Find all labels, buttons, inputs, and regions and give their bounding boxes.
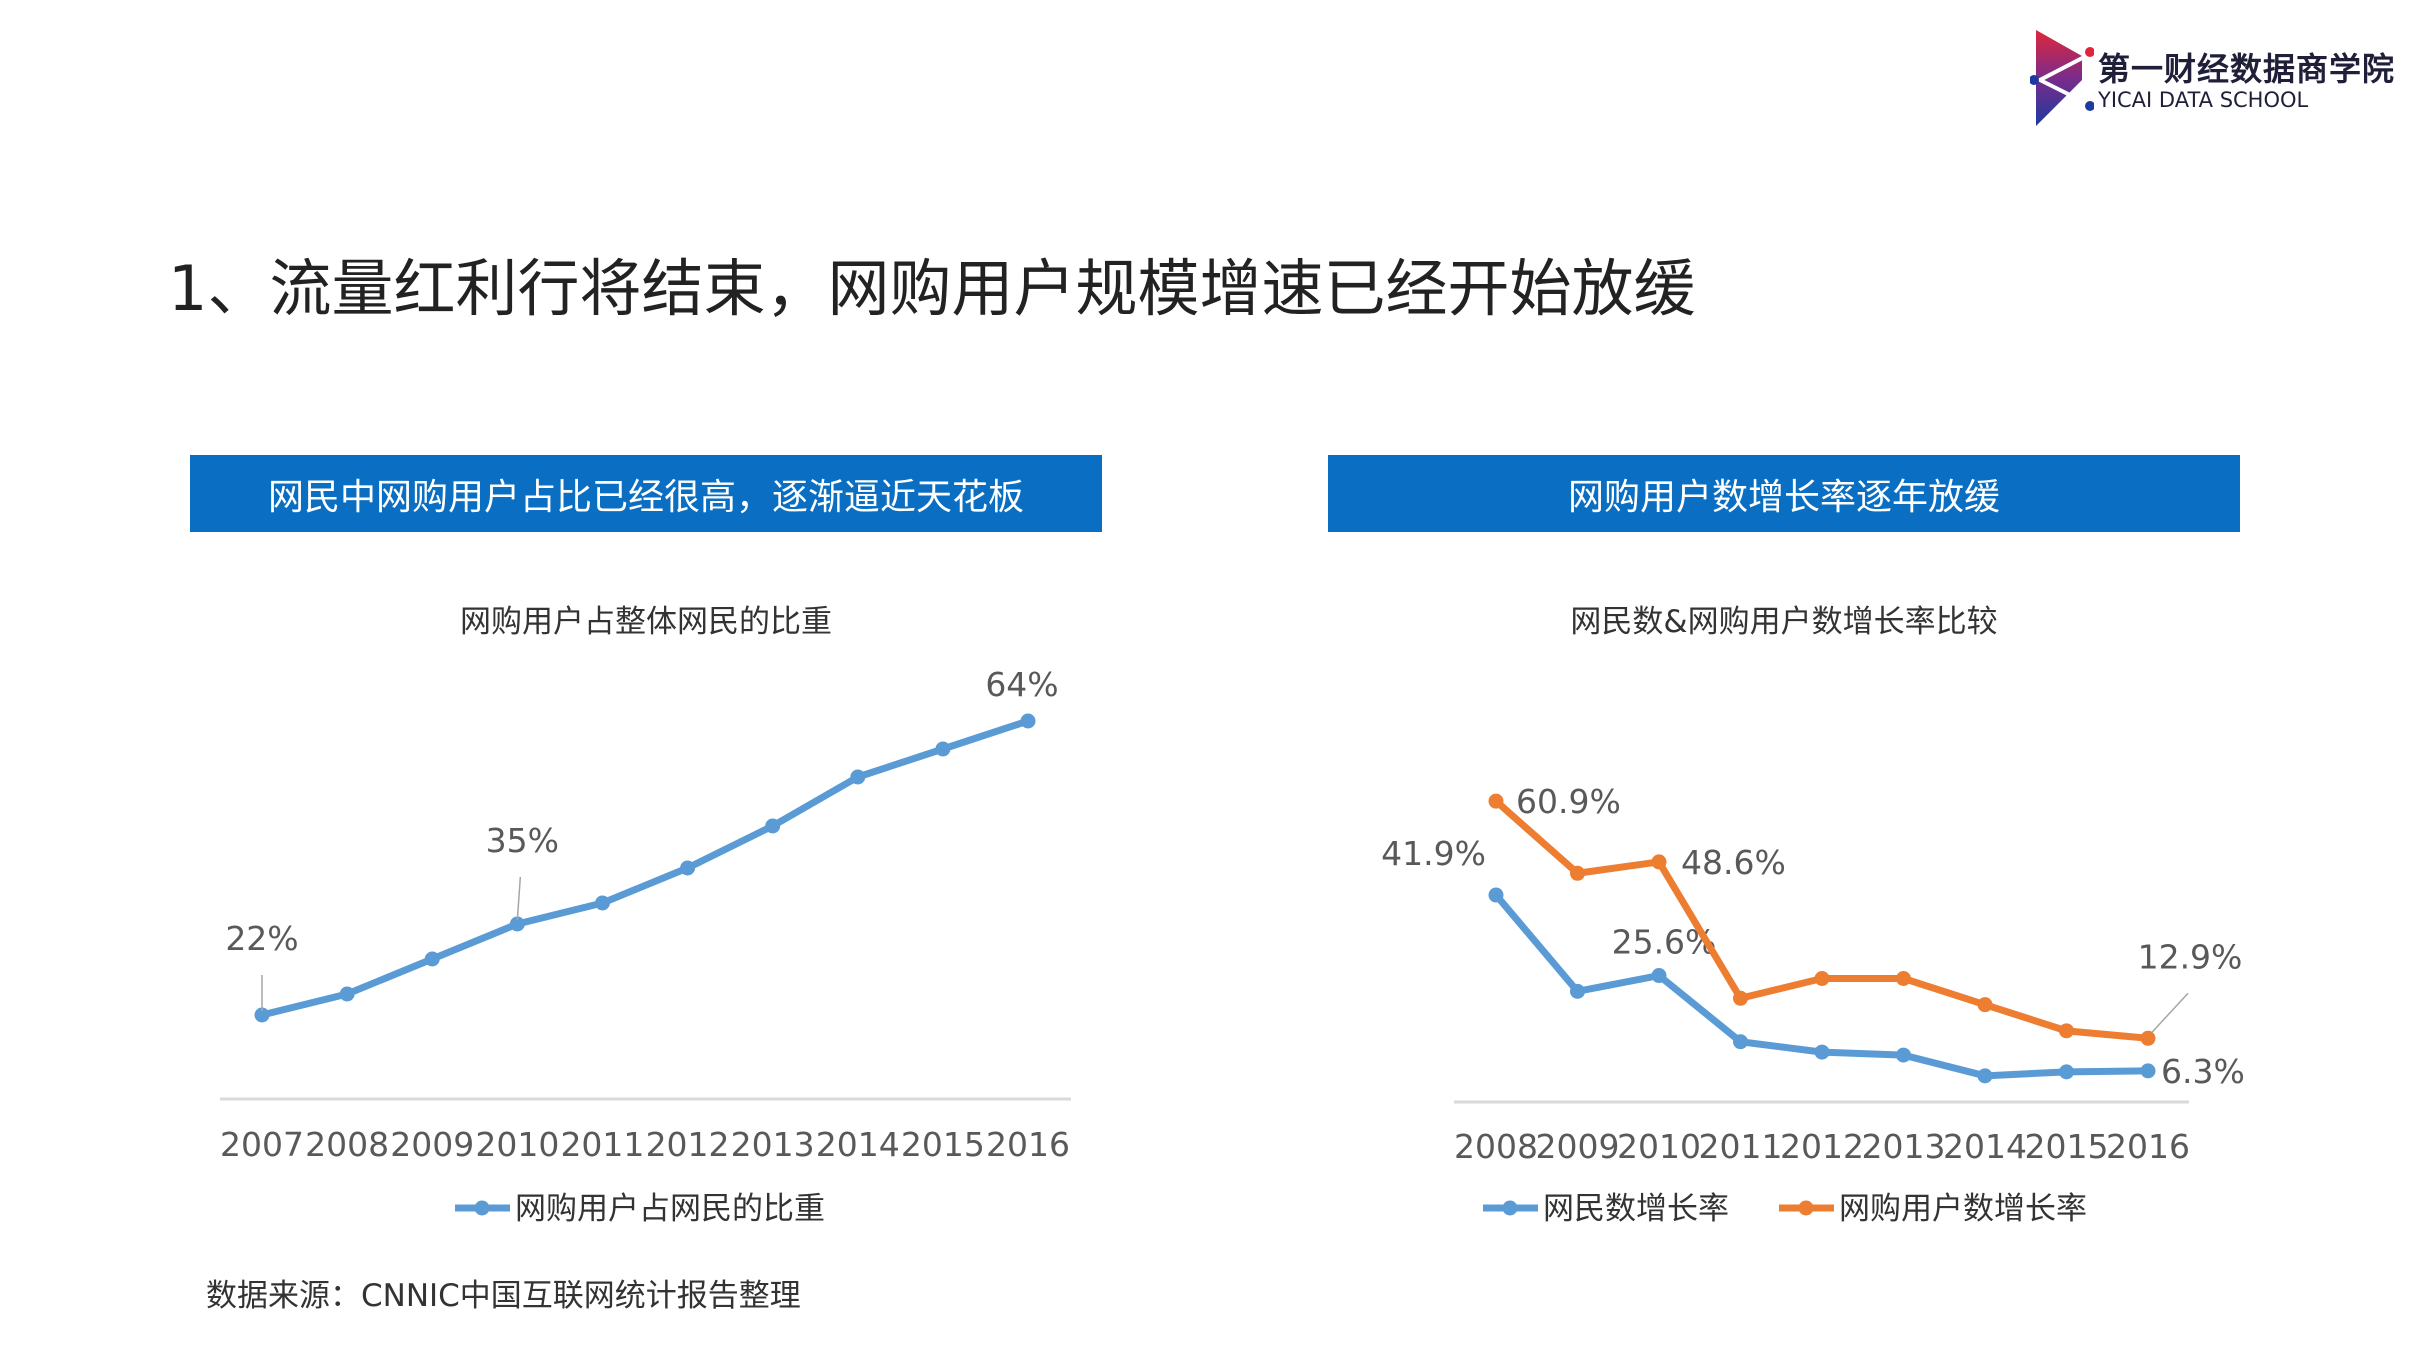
- logo: 第一财经数据商学院 YICAI DATA SCHOOL: [2029, 28, 2400, 128]
- data-point: [1488, 887, 1504, 903]
- legend-marker: [474, 1200, 490, 1216]
- data-point: [594, 895, 610, 911]
- source-note: 数据来源：CNNIC中国互联网统计报告整理: [206, 1278, 801, 1314]
- data-label: 6.3%: [2161, 1052, 2245, 1091]
- x-tick-label: 2012: [1780, 1127, 1864, 1166]
- data-point: [1733, 1034, 1748, 1050]
- data-point: [1733, 990, 1748, 1006]
- data-point: [509, 916, 525, 932]
- data-point: [1977, 1068, 1993, 1084]
- data-label: 48.6%: [1681, 843, 1786, 882]
- data-label: 64%: [985, 665, 1058, 704]
- data-point: [1814, 971, 1830, 986]
- x-tick-label: 2013: [731, 1125, 815, 1164]
- legend-marker: [1798, 1200, 1814, 1216]
- x-tick-label: 2010: [1617, 1127, 1701, 1166]
- x-tick-label: 2015: [901, 1125, 985, 1164]
- x-tick-label: 2009: [390, 1125, 474, 1164]
- data-point: [424, 951, 440, 967]
- banner-right: 网购用户数增长率逐年放缓: [1328, 455, 2240, 532]
- x-tick-label: 2015: [2025, 1127, 2109, 1166]
- data-label: 12.9%: [2138, 937, 2243, 976]
- data-label: 60.9%: [1516, 782, 1621, 821]
- data-point: [2140, 1063, 2156, 1079]
- data-point: [1570, 983, 1585, 999]
- data-point: [680, 860, 696, 876]
- data-point: [1977, 997, 1993, 1013]
- logo-name-en: YICAI DATA SCHOOL: [2098, 88, 2309, 112]
- x-tick-label: 2012: [646, 1125, 730, 1164]
- x-tick-label: 2007: [220, 1125, 304, 1164]
- x-tick-label: 2014: [1943, 1127, 2027, 1166]
- data-point: [339, 986, 355, 1002]
- data-point: [2140, 1030, 2156, 1046]
- data-point: [254, 1007, 270, 1023]
- x-tick-label: 2010: [475, 1125, 559, 1164]
- x-tick-label: 2008: [305, 1125, 389, 1164]
- x-tick-label: 2009: [1536, 1127, 1620, 1166]
- data-point: [935, 741, 951, 757]
- x-tick-label: 2016: [986, 1125, 1070, 1164]
- banner-left: 网民中网购用户占比已经很高，逐渐逼近天花板: [190, 455, 1102, 532]
- legend-label: 网购用户数增长率: [1839, 1191, 2087, 1227]
- legend-label: 网购用户占网民的比重: [515, 1191, 825, 1227]
- data-point: [2059, 1064, 2074, 1080]
- data-point: [1651, 854, 1667, 870]
- x-tick-label: 2011: [1699, 1127, 1783, 1166]
- leader-line: [516, 876, 522, 921]
- data-point: [1814, 1044, 1830, 1060]
- series-line: [261, 717, 1030, 1019]
- data-point: [1651, 968, 1667, 984]
- logo-name-cn: 第一财经数据商学院: [2098, 50, 2396, 88]
- x-tick-label: 2016: [2106, 1127, 2190, 1166]
- legend-label: 网民数增长率: [1543, 1191, 1729, 1227]
- data-point: [765, 818, 781, 834]
- data-point: [1896, 971, 1911, 986]
- data-point: [1896, 1047, 1911, 1063]
- x-tick-label: 2008: [1454, 1127, 1538, 1166]
- data-point: [1020, 713, 1036, 729]
- data-point: [1488, 793, 1504, 809]
- data-point: [850, 769, 866, 785]
- page-title: 1、流量红利行将结束，网购用户规模增速已经开始放缓: [168, 252, 1696, 325]
- leader-line: [2151, 992, 2189, 1033]
- data-point: [2059, 1023, 2074, 1039]
- data-label: 22%: [225, 919, 298, 958]
- legend-marker: [1502, 1200, 1518, 1216]
- logo-mark-icon: [2029, 30, 2095, 126]
- series-line: [1493, 798, 2149, 1042]
- x-tick-label: 2013: [1862, 1127, 1946, 1166]
- data-point: [1570, 865, 1585, 881]
- chart-title-right: 网民数&网购用户数增长率比较: [1570, 604, 1998, 640]
- data-label: 41.9%: [1381, 834, 1486, 873]
- x-tick-label: 2014: [816, 1125, 900, 1164]
- data-label: 35%: [486, 821, 559, 860]
- chart-title-left: 网购用户占整体网民的比重: [460, 604, 832, 640]
- x-tick-label: 2011: [560, 1125, 644, 1164]
